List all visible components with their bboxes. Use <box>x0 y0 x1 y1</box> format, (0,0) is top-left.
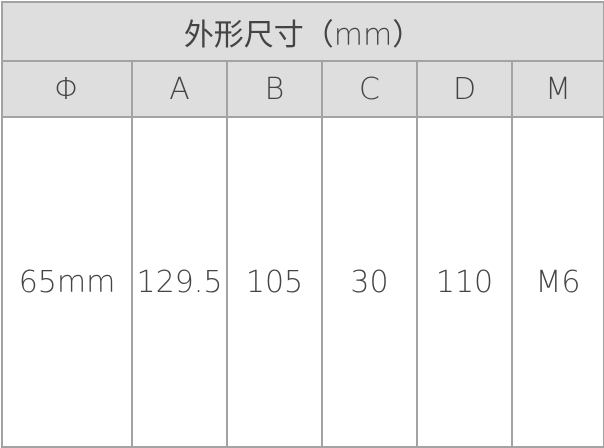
value-cell-a: 129.5 <box>131 116 228 448</box>
table-title: 外形尺寸（mm） <box>0 1 604 62</box>
title-row: 外形尺寸（mm） <box>0 1 604 62</box>
header-row: Φ A B C D M <box>1 60 604 118</box>
header-cell-b: B <box>226 60 323 118</box>
header-cell-m: M <box>510 60 604 118</box>
header-cell-phi: Φ <box>1 60 133 118</box>
value-row: 65mm 129.5 105 30 110 M6 <box>1 116 604 448</box>
value-cell-d: 110 <box>416 116 513 448</box>
header-cell-c: C <box>321 60 418 118</box>
value-cell-b: 105 <box>226 116 323 448</box>
value-cell-phi: 65mm <box>1 116 133 448</box>
value-cell-m: M6 <box>510 116 604 448</box>
value-cell-c: 30 <box>321 116 418 448</box>
header-cell-d: D <box>416 60 513 118</box>
header-cell-a: A <box>131 60 228 118</box>
